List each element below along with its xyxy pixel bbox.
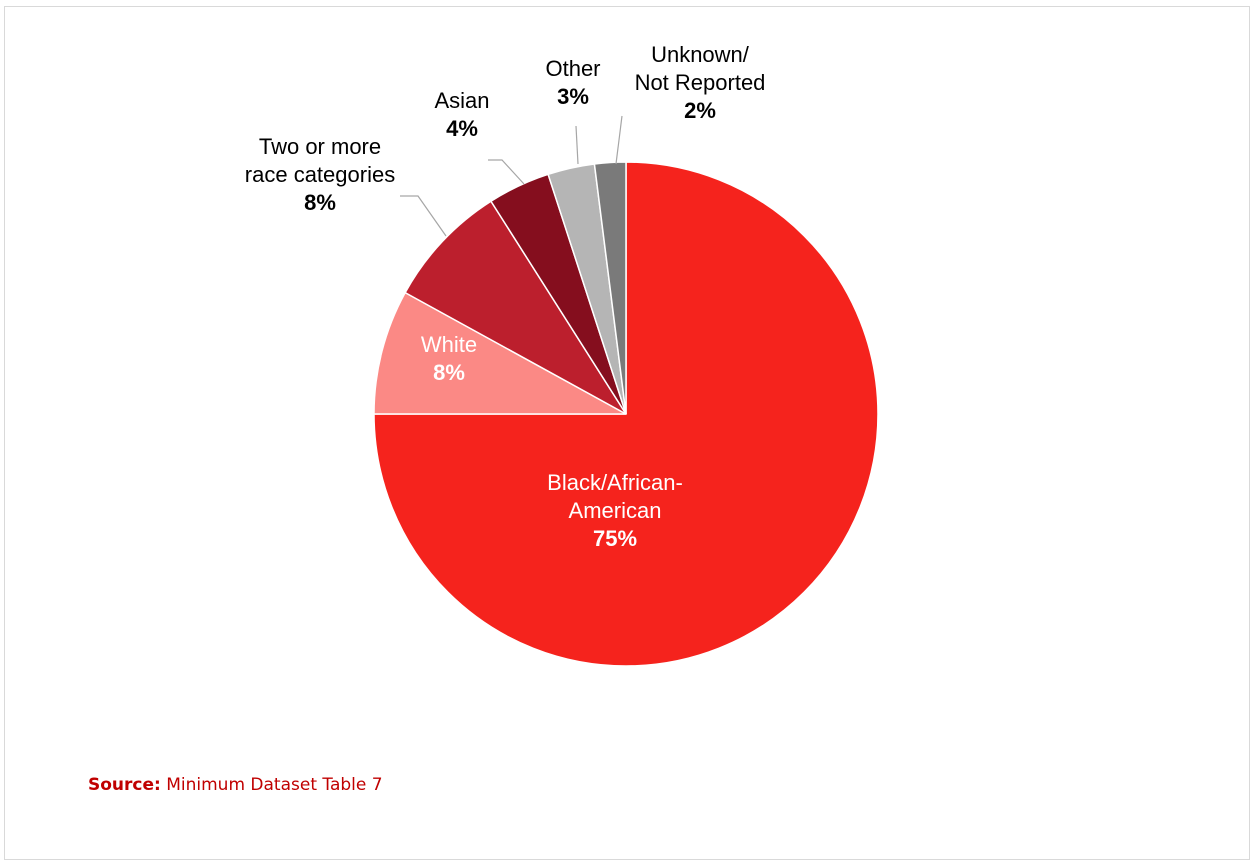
- slice-label: Two or more race categories 8%: [245, 134, 395, 215]
- slice-value-label: 2%: [684, 98, 716, 123]
- leader-line: [575, 125, 579, 165]
- pie-slice: [373, 291, 627, 415]
- slice-label-line: Black/African-: [547, 470, 683, 495]
- slice-label-line: American: [569, 498, 662, 523]
- source-text: Minimum Dataset Table 7: [160, 775, 383, 795]
- slice-label-line: White: [421, 332, 477, 357]
- slice-value-label: 8%: [304, 190, 336, 215]
- slice-label-line: Asian: [434, 88, 489, 113]
- leader-line: [400, 195, 447, 237]
- slice-label: Black/African- American 75%: [547, 470, 683, 551]
- pie-slice: [404, 200, 627, 415]
- slice-value-label: 8%: [433, 360, 465, 385]
- leader-line: [615, 115, 623, 165]
- slice-value-label: 4%: [446, 116, 478, 141]
- slice-label-line: Other: [545, 56, 600, 81]
- slice-label-line: Not Reported: [635, 70, 766, 95]
- slice-label: Unknown/Not Reported 2%: [635, 42, 766, 123]
- slice-label: Asian 4%: [434, 88, 489, 141]
- slice-label: White 8%: [421, 332, 477, 385]
- slice-label-line: race categories: [245, 162, 395, 187]
- slice-value-label: 75%: [593, 526, 637, 551]
- leader-line: [488, 159, 525, 185]
- pie-slice: [593, 161, 627, 415]
- slice-label-line: Two or more: [259, 134, 381, 159]
- source-note: Source: Minimum Dataset Table 7: [88, 775, 383, 795]
- slice-value-label: 3%: [557, 84, 589, 109]
- slice-label-line: Unknown/: [651, 42, 750, 67]
- source-label: Source:: [88, 775, 161, 795]
- slice-label: Other 3%: [545, 56, 600, 109]
